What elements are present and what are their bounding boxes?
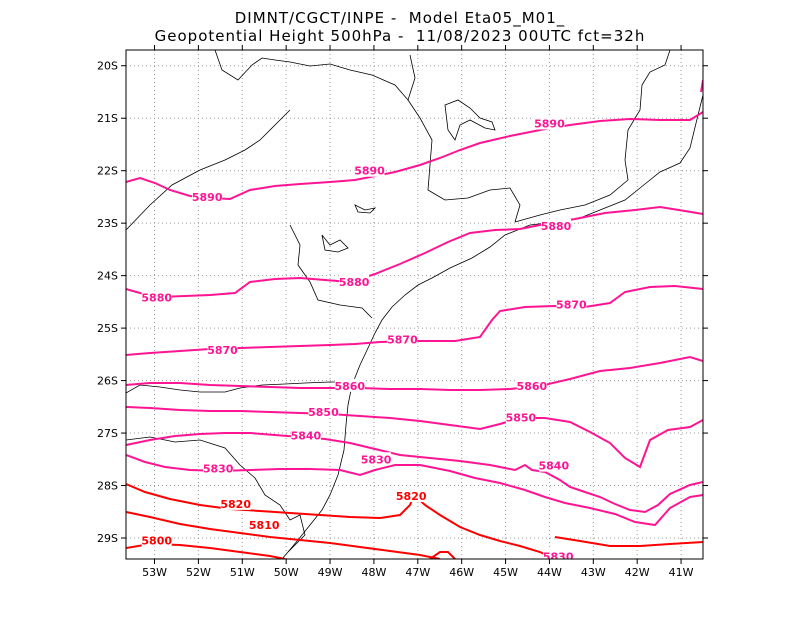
- lat-tick-label: 24S: [97, 270, 118, 283]
- contour-label-bg: [141, 533, 172, 547]
- title-line-2: Geopotential Height 500hPa - 11/08/2023 …: [154, 27, 646, 45]
- contour-5820: [126, 483, 556, 559]
- lon-tick-label: 44W: [537, 566, 562, 579]
- contour-5860: [126, 355, 703, 391]
- lat-tick-label: 26S: [97, 375, 118, 388]
- contour-label: 5850: [506, 411, 537, 424]
- lat-tick-label: 22S: [97, 165, 118, 178]
- lon-tick-label: 46W: [449, 566, 474, 579]
- contour-label-bg: [308, 405, 339, 419]
- contour-label-bg: [192, 189, 223, 203]
- state-border-sc: [126, 381, 350, 394]
- contour-label-bg: [543, 549, 574, 559]
- lat-tick-label: 21S: [97, 112, 118, 125]
- state-border-sp-ms: [214, 50, 416, 101]
- contour-5840: [126, 432, 703, 514]
- contour-small: [429, 551, 456, 559]
- contour-5850: [126, 406, 703, 469]
- state-border-mg-rj: [514, 50, 671, 223]
- axis-ticks: 53W 52W 51W 50W 49W 48W 47W 46W 45W 44W 43W 42W 41W 2…: [97, 45, 708, 579]
- contour-label: 5870: [556, 299, 587, 312]
- contour-label: 5830: [543, 550, 574, 563]
- contour-label-bg: [334, 378, 365, 392]
- lon-tick-label: 48W: [361, 566, 386, 579]
- contour-label-bg: [354, 163, 385, 177]
- contour-label-bg: [541, 218, 572, 232]
- lat-tick-label: 23S: [97, 217, 118, 230]
- contour-label: 5880: [141, 292, 172, 305]
- contour-label-bg: [361, 452, 392, 466]
- contour-label: 5800: [141, 535, 172, 548]
- state-border-sp-mg: [407, 99, 521, 223]
- contour-labels: 5890 5890 5890 5880 5880 5880 5870 5870 5870 5860…: [141, 116, 587, 563]
- contour-5880: [126, 205, 703, 299]
- contour-label: 5870: [387, 334, 418, 347]
- contour-label: 5820: [220, 498, 251, 511]
- contour-label: 5860: [517, 380, 548, 393]
- coastline-and-borders: [126, 50, 703, 559]
- lat-tick-label: 28S: [97, 480, 118, 493]
- lon-tick-label: 51W: [230, 566, 255, 579]
- contour-label-bg: [249, 517, 280, 531]
- contour-label: 5870: [207, 344, 238, 357]
- lat-tick-label: 29S: [97, 532, 118, 545]
- contour-label: 5890: [354, 165, 385, 178]
- contour-label: 5860: [334, 380, 365, 393]
- contour-label: 5850: [308, 406, 339, 419]
- lake-1: [444, 99, 496, 141]
- lon-tick-label: 42W: [625, 566, 650, 579]
- contour-5830-east: [554, 536, 703, 547]
- contour-label: 5830: [203, 463, 234, 476]
- lon-tick-label: 45W: [493, 566, 518, 579]
- state-border-parana-sp: [126, 109, 291, 231]
- contour-label-bg: [220, 496, 251, 510]
- contour-label-bg: [505, 410, 536, 424]
- contour-label: 5880: [339, 276, 370, 289]
- title-line-1: DIMNT/CGCT/INPE - Model Eta05_M01_: [234, 9, 566, 27]
- lon-tick-label: 43W: [581, 566, 606, 579]
- contour-label-bg: [538, 458, 569, 472]
- contour-label-bg: [207, 343, 238, 357]
- state-border-rs: [126, 436, 306, 553]
- contour-label: 5880: [541, 220, 572, 233]
- lon-tick-label: 50W: [274, 566, 299, 579]
- lake-3: [354, 204, 377, 214]
- graticule: [126, 50, 703, 559]
- lat-tick-label: 27S: [97, 427, 118, 440]
- contour-label: 5840: [291, 430, 322, 443]
- contour-label-bg: [396, 489, 427, 503]
- contour-5890: [126, 111, 703, 201]
- contour-label-bg: [141, 290, 172, 304]
- contour-label: 5820: [396, 490, 427, 503]
- contour-label-bg: [516, 378, 547, 392]
- lon-tick-label: 52W: [186, 566, 211, 579]
- contour-label-bg: [556, 297, 587, 311]
- lon-tick-label: 41W: [669, 566, 694, 579]
- contour-label-bg: [534, 116, 565, 130]
- lake-2: [321, 234, 349, 253]
- lon-tick-label: 47W: [405, 566, 430, 579]
- contour-label: 5890: [534, 117, 565, 130]
- lat-tick-label: 25S: [97, 322, 118, 335]
- lon-tick-label: 53W: [142, 566, 167, 579]
- plot-frame: [125, 49, 704, 560]
- contour-label-bg: [387, 332, 418, 346]
- contour-label: 5840: [539, 460, 570, 473]
- contour-label-bg: [203, 461, 234, 475]
- contour-label: 5830: [361, 453, 392, 466]
- contour-label: 5810: [249, 519, 280, 532]
- contour-label: 5890: [192, 191, 223, 204]
- state-border-pr: [289, 224, 373, 319]
- contour-lines: [126, 79, 703, 559]
- lon-tick-label: 49W: [318, 566, 343, 579]
- contour-5810: [126, 511, 441, 559]
- lat-tick-label: 20S: [97, 60, 118, 73]
- coastline: [281, 50, 703, 559]
- contour-label-bg: [339, 274, 370, 288]
- contour-label-bg: [290, 428, 321, 442]
